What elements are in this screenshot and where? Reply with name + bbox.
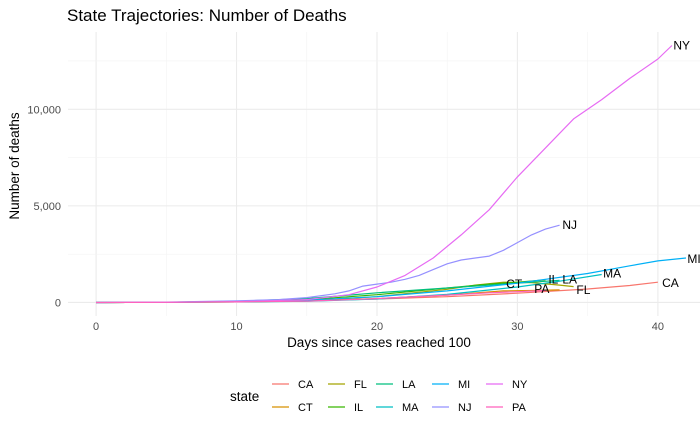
legend-label-ny: NY (512, 379, 528, 391)
end-label-fl: FL (576, 283, 590, 297)
y-tick-label: 5,000 (33, 201, 61, 213)
x-axis-label: Days since cases reached 100 (287, 335, 471, 350)
chart-title: State Trajectories: Number of Deaths (67, 6, 347, 25)
x-tick-label: 20 (371, 321, 383, 333)
legend-label-mi: MI (458, 379, 470, 391)
series-line-pa (96, 289, 546, 304)
x-tick-label: 10 (230, 321, 242, 333)
chart-grid (68, 32, 700, 316)
legend-item-il: IL (328, 402, 363, 414)
legend-label-fl: FL (354, 379, 367, 391)
x-tick-label: 0 (93, 321, 99, 333)
legend-label-ct: CT (298, 402, 313, 414)
end-labels: NY NJ MI MA LA IL CT PA FL CA (506, 39, 700, 297)
end-label-ct: CT (506, 277, 523, 291)
legend-title: state (230, 389, 259, 404)
legend-label-pa: PA (512, 402, 527, 414)
series-lines (96, 45, 687, 304)
legend-item-mi: MI (432, 379, 470, 391)
y-tick-label: 0 (55, 297, 61, 309)
y-tick-label: 10,000 (27, 104, 61, 116)
legend-label-ca: CA (298, 379, 314, 391)
legend-item-ct: CT (272, 402, 313, 414)
end-label-nj: NJ (562, 218, 577, 232)
x-tick-label: 30 (511, 321, 523, 333)
end-label-il: IL (548, 272, 558, 286)
series-line-nj (96, 224, 560, 304)
series-line-mi (96, 257, 687, 304)
legend-label-nj: NJ (458, 402, 471, 414)
legend-item-ma: MA (376, 402, 419, 414)
end-label-pa: PA (534, 282, 549, 296)
legend-item-la: LA (376, 379, 416, 391)
x-axis-ticks: 0 10 20 30 40 (93, 321, 664, 333)
legend-item-nj: NJ (432, 402, 471, 414)
legend-label-la: LA (402, 379, 416, 391)
legend-item-ny: NY (486, 379, 528, 391)
legend-label-ma: MA (402, 402, 419, 414)
end-label-la: LA (562, 272, 577, 286)
end-label-ny: NY (673, 39, 690, 53)
end-label-ca: CA (662, 276, 679, 290)
legend-label-il: IL (354, 402, 363, 414)
legend-item-ca: CA (272, 379, 314, 391)
legend-item-pa: PA (486, 402, 527, 414)
series-line-ny (96, 45, 673, 304)
end-label-ma: MA (603, 266, 621, 280)
legend-item-fl: FL (328, 379, 367, 391)
legend: state CA CT FL IL LA MA MI NJ NY PA (230, 379, 528, 414)
y-axis-label: Number of deaths (7, 112, 22, 220)
end-label-mi: MI (687, 252, 700, 266)
x-tick-label: 40 (652, 321, 664, 333)
legend-keys: CA CT FL IL LA MA MI NJ NY PA (272, 379, 528, 414)
y-axis-ticks: 0 5,000 10,000 (27, 104, 61, 309)
